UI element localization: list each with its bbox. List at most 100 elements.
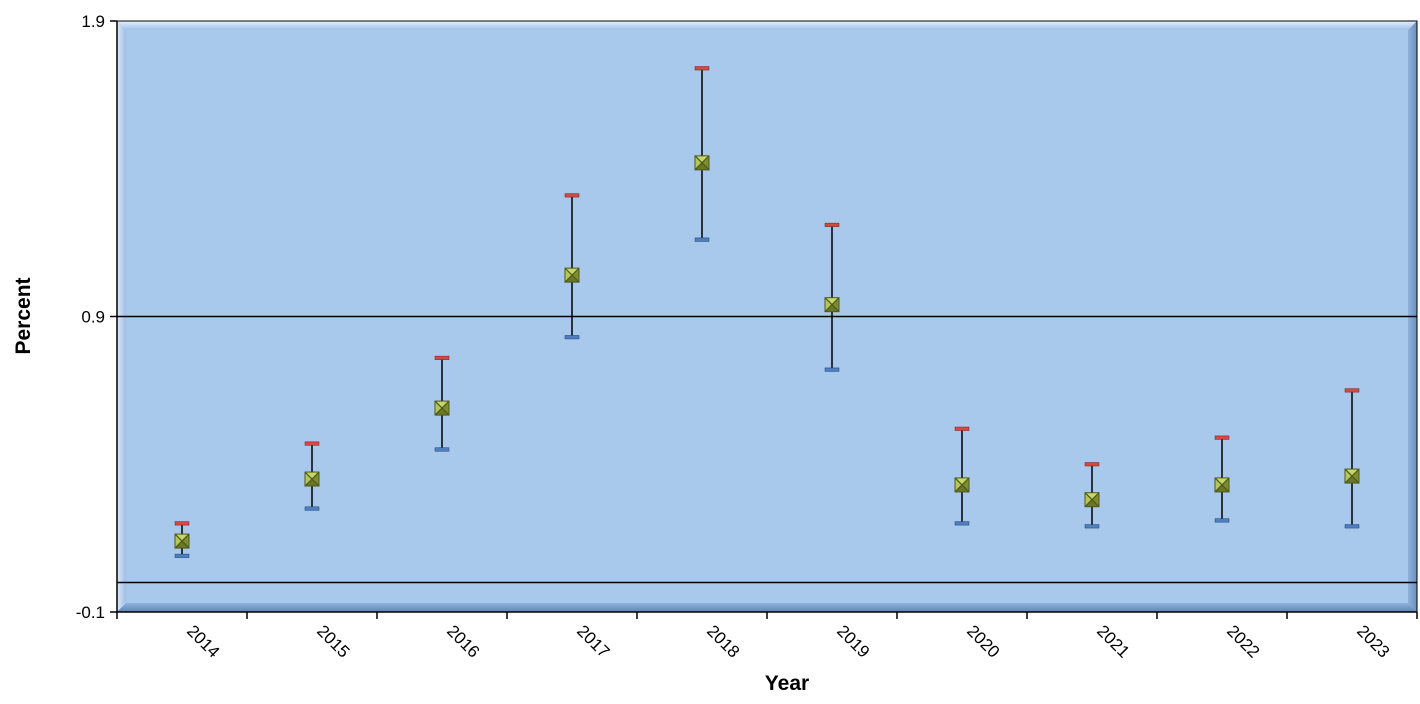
marker-border	[1084, 492, 1100, 508]
data-point-2016	[434, 355, 450, 452]
marker-facet-left	[955, 477, 962, 492]
marker-facet-top	[695, 155, 709, 163]
lower-cap	[1214, 518, 1230, 523]
x-tick-label: 2018	[703, 621, 743, 661]
marker-edge	[694, 155, 710, 171]
reference-lines	[117, 315, 1417, 584]
marker-facet-bottom	[1215, 484, 1229, 492]
lower-cap	[954, 521, 970, 526]
y-axis-ticks: -0.1 0.9 1.9	[76, 12, 117, 622]
marker-edge	[954, 477, 970, 493]
x-tick-label: 2015	[313, 621, 353, 661]
bevel-top	[117, 21, 1417, 30]
marker-border	[694, 155, 710, 171]
lower-cap	[694, 237, 710, 242]
upper-cap	[1084, 462, 1100, 467]
marker-facet-right	[572, 268, 579, 283]
marker-facet-bottom	[305, 479, 319, 487]
upper-cap	[1344, 388, 1360, 393]
marker-facet-left	[305, 472, 312, 487]
data-point-2020	[954, 426, 970, 526]
x-tick-label: 2022	[1223, 621, 1263, 661]
upper-cap	[694, 66, 710, 71]
marker-facet-left	[825, 297, 832, 312]
x-tick-label: 2020	[963, 621, 1003, 661]
marker-facet-top	[305, 472, 319, 480]
data-point-2022	[1214, 435, 1230, 523]
marker-facet-top	[435, 401, 449, 409]
marker-facet-left	[435, 401, 442, 416]
upper-cap	[954, 426, 970, 431]
y-tick-label: -0.1	[76, 603, 105, 622]
data-point-2017	[564, 193, 580, 340]
marker-facet-top	[1345, 469, 1359, 477]
marker-facet-bottom	[565, 275, 579, 283]
upper-cap	[564, 193, 580, 198]
marker-facet-top	[565, 268, 579, 276]
marker-facet-right	[1092, 492, 1099, 507]
marker-facet-bottom	[1085, 499, 1099, 507]
lower-cap	[1084, 524, 1100, 529]
marker-facet-right	[312, 472, 319, 487]
marker-border	[824, 297, 840, 313]
data-point-2018	[694, 66, 710, 242]
marker-border	[1344, 468, 1360, 484]
marker-edge	[1214, 477, 1230, 493]
marker-edge	[304, 471, 320, 487]
marker-facet-left	[175, 534, 182, 549]
x-tick-label: 2016	[443, 621, 483, 661]
upper-cap	[824, 222, 840, 227]
data-point-2023	[1344, 388, 1360, 529]
marker-edge	[824, 297, 840, 313]
x-tick-label: 2021	[1093, 621, 1133, 661]
marker-facet-left	[695, 155, 702, 170]
marker-border	[434, 400, 450, 416]
x-axis-ticks: 2014 2015 2016 2017 2018 2019 2020 2021 2022 2023	[116, 612, 1418, 662]
marker-facet-top	[1085, 492, 1099, 500]
upper-cap	[434, 355, 450, 360]
x-tick-label: 2017	[573, 621, 613, 661]
marker-facet-left	[1215, 477, 1222, 492]
marker-border	[954, 477, 970, 493]
data-point-2015	[304, 441, 320, 511]
marker-edge	[434, 400, 450, 416]
x-tick-label: 2019	[833, 621, 873, 661]
marker-border	[564, 267, 580, 283]
marker-edge	[1344, 468, 1360, 484]
lower-cap	[564, 335, 580, 340]
marker-border	[174, 533, 190, 549]
lower-cap	[824, 367, 840, 372]
marker-facet-right	[1222, 477, 1229, 492]
marker-facet-right	[1352, 469, 1359, 484]
x-tick-label: 2014	[183, 621, 223, 661]
marker-facet-bottom	[825, 304, 839, 312]
marker-facet-bottom	[955, 484, 969, 492]
marker-facet-top	[825, 297, 839, 305]
y-tick-label: 0.9	[81, 308, 105, 327]
data-point-2019	[824, 222, 840, 372]
data-point-2021	[1084, 462, 1100, 529]
lower-cap	[1344, 524, 1360, 529]
marker-facet-left	[1085, 492, 1092, 507]
marker-facet-top	[1215, 477, 1229, 485]
marker-edge	[1084, 492, 1100, 508]
y-tick-label: 1.9	[81, 12, 105, 31]
data-point-2014	[174, 521, 190, 558]
bevel-bottom	[117, 603, 1417, 612]
marker-facet-right	[182, 534, 189, 549]
marker-edge	[564, 267, 580, 283]
lower-cap	[304, 506, 320, 511]
marker-border	[1214, 477, 1230, 493]
marker-facet-bottom	[435, 408, 449, 416]
marker-facet-bottom	[695, 162, 709, 170]
marker-facet-top	[955, 477, 969, 485]
marker-edge	[174, 533, 190, 549]
data-marks	[174, 66, 1360, 558]
lower-cap	[434, 447, 450, 452]
marker-facet-right	[702, 155, 709, 170]
marker-facet-left	[1345, 469, 1352, 484]
y-axis-title: Percent	[12, 277, 35, 354]
lower-cap	[174, 553, 190, 558]
marker-facet-right	[442, 401, 449, 416]
